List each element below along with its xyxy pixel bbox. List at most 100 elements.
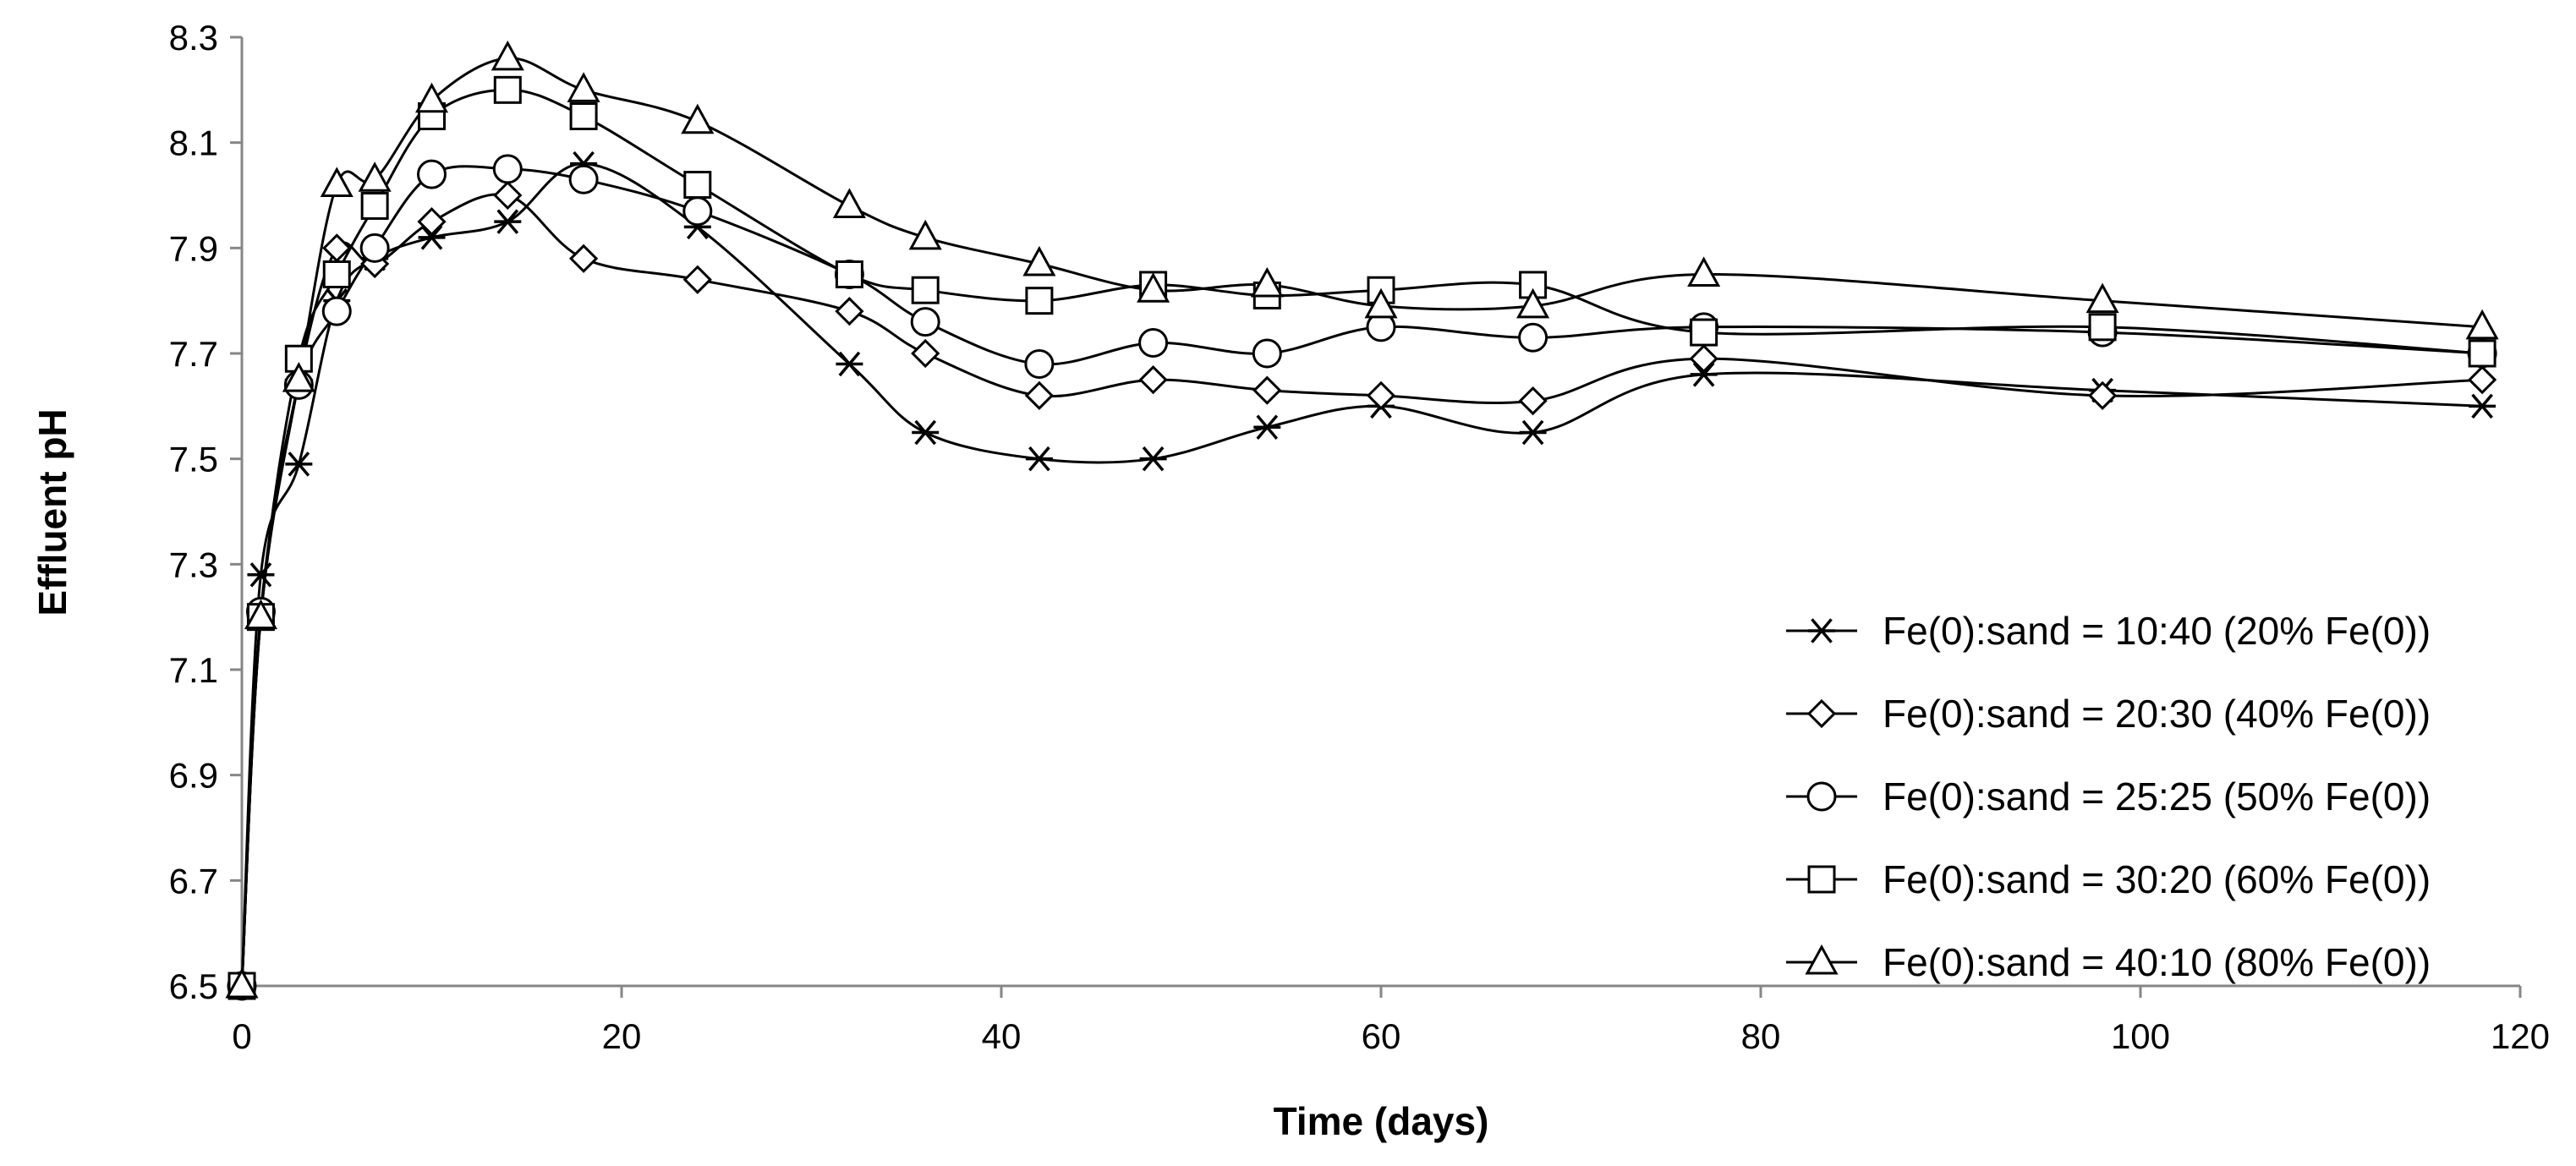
data-point-triangle: [1137, 272, 1170, 303]
x-axis-title: Time (days): [1274, 1099, 1489, 1143]
data-point-square: [493, 75, 522, 104]
legend-marker-triangle: [1805, 944, 1839, 975]
data-point-star: [836, 351, 863, 377]
data-point-square: [322, 260, 351, 288]
data-point-diamond: [1138, 365, 1168, 395]
data-point-star: [418, 225, 446, 250]
legend-item-3: Fe(0):sand = 25:25 (50% Fe(0)): [1786, 775, 2431, 818]
data-point-triangle: [2465, 309, 2499, 340]
data-point-diamond: [568, 244, 599, 273]
data-point-triangle: [414, 82, 449, 113]
data-point-circle: [568, 164, 599, 194]
data-point-square: [835, 260, 863, 288]
x-tick-label: 80: [1741, 1016, 1781, 1056]
y-tick-label: 8.3: [169, 18, 218, 57]
data-point-square: [911, 276, 940, 304]
data-point-star: [2469, 393, 2497, 419]
legend-label: Fe(0):sand = 10:40 (20% Fe(0)): [1883, 609, 2431, 653]
data-point-diamond: [417, 207, 447, 237]
x-tick-label: 120: [2491, 1016, 2550, 1056]
data-point-triangle: [225, 967, 259, 999]
data-point-circle: [1024, 348, 1055, 379]
x-tick-label: 20: [602, 1016, 642, 1056]
data-point-triangle: [832, 188, 866, 218]
legend-label: Fe(0):sand = 25:25 (50% Fe(0)): [1883, 775, 2431, 818]
data-point-circle: [1252, 338, 1282, 369]
legend-marker-diamond: [1806, 698, 1837, 729]
y-tick-label: 7.7: [169, 334, 218, 374]
y-tick-label: 7.5: [169, 440, 218, 479]
data-point-star: [1690, 362, 1718, 387]
data-point-square: [360, 191, 389, 220]
data-point-star: [247, 562, 275, 588]
data-point-star: [1253, 414, 1281, 440]
data-point-triangle: [908, 219, 942, 250]
y-tick-label: 6.9: [169, 756, 218, 796]
data-point-diamond: [911, 338, 940, 369]
legend-marker-circle: [1806, 781, 1837, 812]
data-point-triangle: [1516, 287, 1550, 319]
y-tick-label: 8.1: [169, 123, 218, 163]
y-tick-label: 6.5: [169, 966, 218, 1006]
data-point-triangle: [567, 72, 600, 102]
data-point-circle: [1138, 328, 1169, 359]
data-point-triangle: [1250, 266, 1284, 298]
axes: 6.5 6.7 6.9 7.1 7.3 7.5 7.7 7.9 8.1 8.3 0 20 40 60 80 1…: [169, 18, 2550, 1056]
data-point-diamond: [835, 297, 864, 326]
data-point-diamond: [1024, 380, 1055, 410]
data-point-triangle: [282, 362, 315, 392]
data-point-triangle: [491, 40, 524, 71]
legend-marker-square: [1807, 865, 1836, 894]
data-point-triangle: [681, 103, 715, 134]
data-point-square: [1690, 318, 1718, 347]
data-point-diamond: [1689, 344, 1718, 374]
data-point-star: [912, 419, 940, 446]
y-tick-label: 7.3: [169, 545, 218, 584]
data-point-circle: [1518, 322, 1548, 353]
data-point-diamond: [2087, 380, 2118, 410]
data-point-circle: [682, 196, 713, 227]
series-markers-5: [225, 40, 2499, 999]
legend-item-4: Fe(0):sand = 30:20 (60% Fe(0)): [1786, 857, 2431, 901]
y-tick-label: 6.7: [169, 861, 218, 901]
x-tick-label: 100: [2111, 1016, 2170, 1056]
data-point-diamond: [493, 180, 523, 211]
legend-label: Fe(0):sand = 40:10 (80% Fe(0)): [1883, 940, 2431, 984]
data-point-diamond: [682, 265, 712, 294]
legend-label: Fe(0):sand = 30:20 (60% Fe(0)): [1883, 857, 2431, 901]
data-point-circle: [359, 233, 390, 263]
data-point-star: [285, 452, 313, 477]
data-point-circle: [910, 307, 940, 337]
data-point-circle: [321, 296, 352, 326]
data-point-star: [1519, 419, 1547, 446]
data-point-star: [1025, 446, 1053, 472]
y-axis-title: Effluent pH: [30, 408, 74, 616]
legend-item-1: Fe(0):sand = 10:40 (20% Fe(0)): [1786, 609, 2431, 653]
data-point-star: [494, 209, 522, 234]
data-point-square: [2088, 313, 2117, 342]
legend-item-5: Fe(0):sand = 40:10 (80% Fe(0)): [1786, 940, 2431, 984]
data-point-triangle: [1687, 256, 1721, 287]
data-point-circle: [417, 159, 447, 189]
data-point-triangle: [1022, 245, 1056, 276]
y-tick-label: 7.9: [169, 228, 218, 268]
data-point-diamond: [1252, 375, 1282, 405]
data-point-diamond: [2467, 365, 2497, 395]
legend-item-2: Fe(0):sand = 20:30 (40% Fe(0)): [1786, 692, 2431, 736]
data-point-triangle: [358, 161, 392, 192]
data-point-triangle: [320, 167, 354, 198]
data-point-square: [569, 102, 598, 130]
x-tick-label: 0: [232, 1016, 251, 1056]
data-point-circle: [492, 154, 523, 184]
data-point-square: [683, 171, 712, 200]
y-tick-label: 7.1: [169, 650, 218, 690]
legend-marker-star: [1808, 618, 1835, 643]
legend: Fe(0):sand = 10:40 (20% Fe(0)) Fe(0):sand…: [1786, 609, 2431, 984]
x-tick-label: 60: [1362, 1016, 1401, 1056]
data-point-triangle: [1364, 287, 1398, 319]
legend-label: Fe(0):sand = 20:30 (40% Fe(0)): [1883, 692, 2431, 736]
data-point-star: [1139, 446, 1167, 472]
